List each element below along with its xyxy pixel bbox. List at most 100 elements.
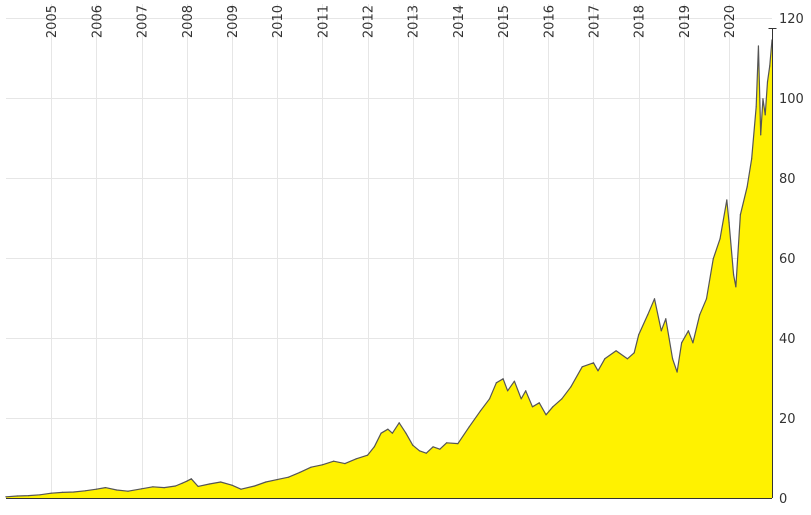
data-point-61 bbox=[561, 398, 563, 400]
data-point-10 bbox=[116, 489, 118, 491]
x-tick-label-2019: 2019 bbox=[678, 5, 693, 38]
data-point-95 bbox=[764, 114, 766, 116]
data-point-70 bbox=[638, 334, 640, 336]
data-point-20 bbox=[208, 483, 210, 485]
data-point-4 bbox=[50, 492, 52, 494]
data-point-24 bbox=[253, 485, 256, 487]
data-point-31 bbox=[333, 460, 335, 462]
x-tick-label-2015: 2015 bbox=[497, 5, 512, 38]
data-point-78 bbox=[687, 330, 690, 332]
x-tick-label-2008: 2008 bbox=[181, 5, 196, 38]
data-point-62 bbox=[570, 386, 572, 388]
data-point-94 bbox=[762, 98, 764, 100]
data-point-23 bbox=[240, 488, 242, 490]
data-point-6 bbox=[73, 491, 75, 493]
y-tick-label-0: 0 bbox=[779, 492, 787, 507]
data-point-43 bbox=[425, 452, 427, 454]
data-point-80 bbox=[699, 314, 701, 316]
x-tick-label-2017: 2017 bbox=[587, 5, 602, 38]
data-point-57 bbox=[531, 406, 534, 408]
data-point-3 bbox=[39, 494, 41, 496]
x-tick-label-2007: 2007 bbox=[136, 5, 151, 38]
x-tick-label-2016: 2016 bbox=[542, 5, 557, 38]
data-point-21 bbox=[220, 481, 222, 483]
data-point-15 bbox=[174, 485, 177, 487]
x-tick-label-2011: 2011 bbox=[316, 5, 331, 38]
y-tick-label-100: 100 bbox=[779, 92, 804, 107]
x-axis-labels: 2005 2006 2007 2008 2009 2010 2011 2012 2013 2014… bbox=[45, 5, 738, 38]
data-point-88 bbox=[739, 214, 741, 216]
data-point-82 bbox=[712, 258, 714, 260]
data-point-52 bbox=[502, 378, 504, 380]
data-point-17 bbox=[186, 480, 188, 482]
data-point-28 bbox=[299, 471, 301, 473]
data-point-74 bbox=[665, 318, 667, 320]
x-tick-label-2010: 2010 bbox=[271, 5, 286, 38]
data-point-1 bbox=[16, 495, 18, 497]
x-tick-label-2012: 2012 bbox=[362, 5, 377, 38]
x-tick-label-2005: 2005 bbox=[45, 5, 60, 38]
data-point-12 bbox=[140, 488, 143, 490]
data-point-58 bbox=[538, 402, 540, 404]
data-point-26 bbox=[276, 479, 278, 481]
data-point-14 bbox=[163, 487, 165, 489]
data-point-48 bbox=[468, 426, 470, 428]
data-point-2 bbox=[28, 495, 30, 497]
data-point-41 bbox=[412, 444, 414, 446]
data-point-85 bbox=[728, 222, 730, 224]
data-point-56 bbox=[525, 390, 527, 392]
data-point-59 bbox=[545, 414, 547, 416]
x-tick-label-2013: 2013 bbox=[407, 5, 422, 38]
line-series-group bbox=[5, 39, 773, 498]
data-point-50 bbox=[488, 398, 491, 400]
data-point-67 bbox=[615, 350, 617, 352]
data-point-19 bbox=[197, 485, 199, 487]
data-point-92 bbox=[757, 45, 760, 47]
data-point-53 bbox=[507, 390, 509, 392]
data-point-45 bbox=[439, 448, 441, 450]
data-point-83 bbox=[719, 238, 721, 240]
x-tick-label-2018: 2018 bbox=[633, 5, 648, 38]
axes-group bbox=[6, 28, 777, 499]
y-axis-labels: 0 20 40 60 80 100 120 bbox=[779, 12, 804, 507]
data-point-34 bbox=[366, 454, 369, 456]
data-point-16 bbox=[181, 482, 183, 484]
data-point-37 bbox=[387, 428, 389, 430]
data-point-29 bbox=[310, 466, 312, 468]
data-point-42 bbox=[418, 450, 421, 452]
y-tick-label-60: 60 bbox=[779, 252, 796, 267]
data-point-0 bbox=[5, 496, 7, 498]
data-point-91 bbox=[755, 106, 757, 108]
data-point-64 bbox=[592, 362, 595, 364]
y-tick-label-80: 80 bbox=[779, 172, 796, 187]
data-point-39 bbox=[398, 422, 400, 424]
price-area bbox=[6, 40, 772, 498]
data-point-44 bbox=[432, 446, 434, 448]
data-point-69 bbox=[633, 352, 635, 354]
data-point-46 bbox=[446, 442, 448, 444]
data-point-76 bbox=[676, 371, 678, 373]
data-point-65 bbox=[597, 370, 599, 372]
data-point-89 bbox=[746, 186, 748, 188]
data-point-36 bbox=[380, 432, 382, 434]
data-point-66 bbox=[604, 358, 606, 360]
data-point-51 bbox=[495, 382, 497, 384]
data-point-47 bbox=[457, 443, 459, 445]
y-tick-label-20: 20 bbox=[779, 412, 796, 427]
data-point-54 bbox=[513, 380, 516, 382]
data-point-73 bbox=[660, 330, 662, 332]
x-tick-label-2006: 2006 bbox=[90, 5, 105, 38]
data-point-8 bbox=[95, 488, 97, 490]
data-point-63 bbox=[581, 366, 583, 368]
data-point-71 bbox=[647, 314, 649, 316]
data-point-35 bbox=[373, 446, 375, 448]
data-point-81 bbox=[705, 298, 708, 300]
data-point-97 bbox=[769, 65, 771, 67]
data-point-55 bbox=[520, 398, 522, 400]
data-point-40 bbox=[405, 432, 407, 434]
data-point-96 bbox=[766, 81, 769, 83]
x-tick-label-2014: 2014 bbox=[452, 5, 467, 38]
data-point-27 bbox=[287, 476, 290, 478]
data-point-30 bbox=[321, 464, 323, 466]
